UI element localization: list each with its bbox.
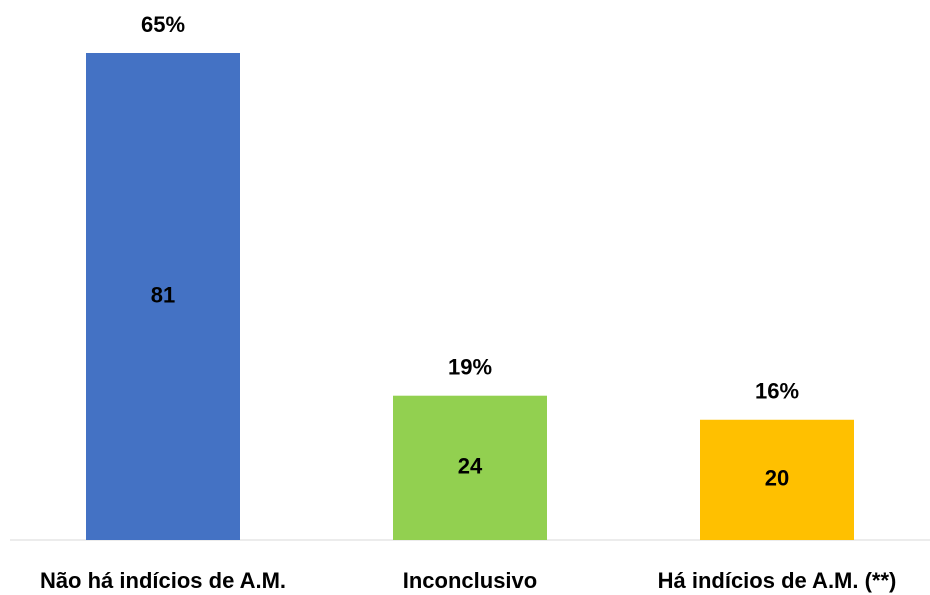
bar-percent-label: 16% [755, 379, 799, 404]
bar-percent-label: 65% [141, 12, 185, 37]
bar-value-label: 24 [458, 454, 483, 479]
bar [700, 419, 854, 540]
bar-percent-label: 19% [448, 355, 492, 380]
x-tick-label: Inconclusivo [403, 568, 537, 593]
x-tick-label: Não há indícios de A.M. [40, 568, 286, 593]
bar-value-label: 81 [151, 282, 175, 307]
x-tick-label: Há indícios de A.M. (**) [658, 568, 897, 593]
bar-value-label: 20 [765, 466, 789, 491]
bar [393, 395, 547, 540]
bar [86, 53, 240, 540]
